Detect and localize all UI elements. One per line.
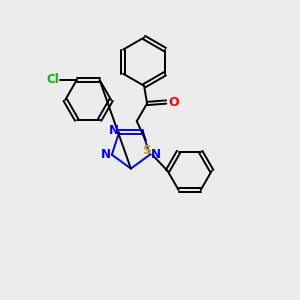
Text: N: N: [101, 148, 111, 161]
Text: Cl: Cl: [46, 73, 59, 86]
Text: N: N: [109, 124, 119, 137]
Text: S: S: [142, 144, 152, 157]
Text: N: N: [151, 148, 161, 161]
Text: O: O: [169, 95, 179, 109]
